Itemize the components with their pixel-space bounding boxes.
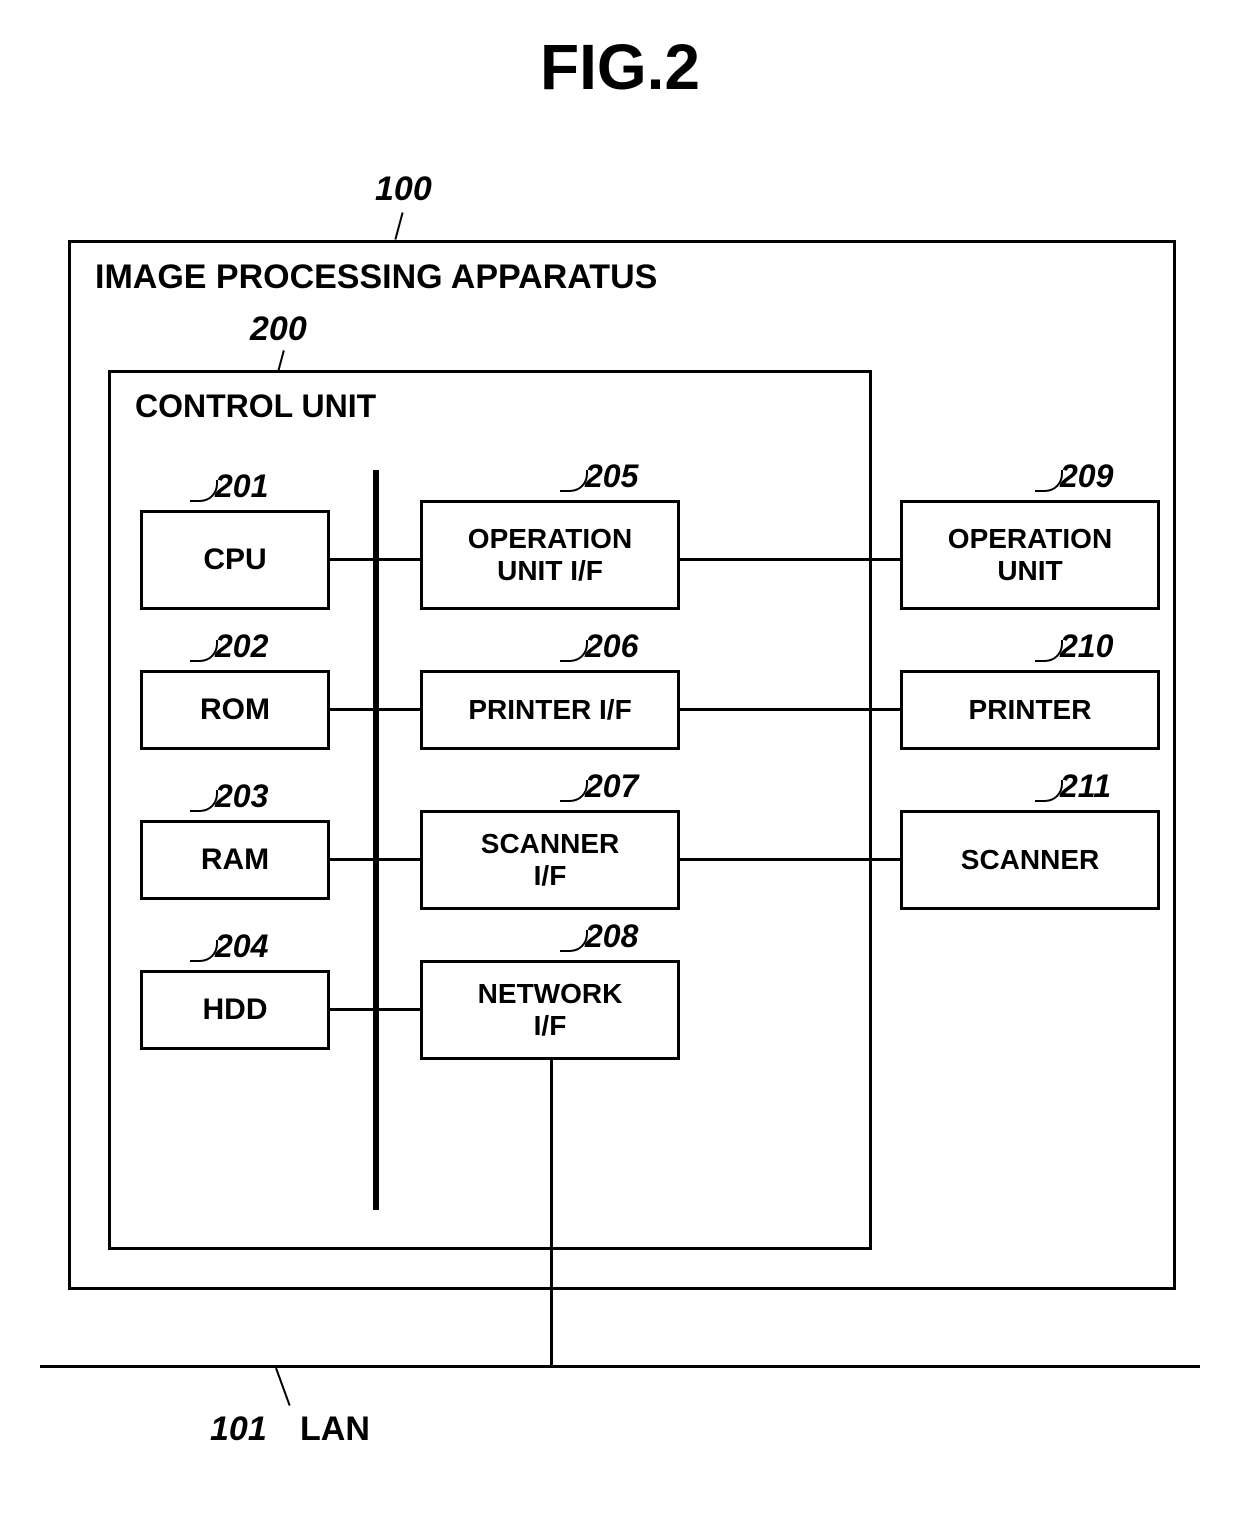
- conn-bus-printerif: [379, 708, 420, 711]
- lan-label: LAN: [300, 1410, 370, 1449]
- control-unit-label: CONTROL UNIT: [135, 388, 376, 425]
- bus-line: [373, 470, 379, 1210]
- conn-printerif-printer: [680, 708, 900, 711]
- ref-211: 211: [1060, 768, 1111, 805]
- block-printer-if: PRINTER I/F: [420, 670, 680, 750]
- block-hdd: HDD: [140, 970, 330, 1050]
- conn-bus-scannerif: [379, 858, 420, 861]
- diagram-canvas: FIG.2 100 IMAGE PROCESSING APPARATUS 200…: [0, 0, 1240, 1527]
- ref-202: 202: [215, 628, 268, 665]
- ref-200: 200: [250, 310, 307, 349]
- block-scanner-if: SCANNER I/F: [420, 810, 680, 910]
- figure-title: FIG.2: [0, 30, 1240, 104]
- conn-opif-opunit: [680, 558, 900, 561]
- ref-209: 209: [1060, 458, 1113, 495]
- ref-101: 101: [210, 1410, 267, 1449]
- conn-rom-bus: [330, 708, 375, 711]
- ref-210: 210: [1060, 628, 1113, 665]
- block-network-if: NETWORK I/F: [420, 960, 680, 1060]
- conn-scannerif-scanner: [680, 858, 900, 861]
- block-op-unit: OPERATION UNIT: [900, 500, 1160, 610]
- block-printer: PRINTER: [900, 670, 1160, 750]
- ref-203: 203: [215, 778, 268, 815]
- lan-tick: [275, 1368, 291, 1406]
- block-ram: RAM: [140, 820, 330, 900]
- lan-line: [40, 1365, 1200, 1368]
- ref-208: 208: [585, 918, 638, 955]
- ref-100: 100: [375, 170, 432, 209]
- conn-cpu-bus: [330, 558, 375, 561]
- tick-100: [394, 212, 403, 240]
- block-scanner: SCANNER: [900, 810, 1160, 910]
- conn-network-lan: [550, 1060, 553, 1365]
- conn-ram-bus: [330, 858, 375, 861]
- ref-206: 206: [585, 628, 638, 665]
- conn-hdd-bus: [330, 1008, 375, 1011]
- conn-bus-networkif: [379, 1008, 420, 1011]
- ref-205: 205: [585, 458, 638, 495]
- ref-207: 207: [585, 768, 638, 805]
- ref-204: 204: [215, 928, 268, 965]
- ref-201: 201: [215, 468, 268, 505]
- block-rom: ROM: [140, 670, 330, 750]
- block-op-if: OPERATION UNIT I/F: [420, 500, 680, 610]
- outer-label: IMAGE PROCESSING APPARATUS: [95, 258, 657, 297]
- block-cpu: CPU: [140, 510, 330, 610]
- conn-bus-opif: [379, 558, 420, 561]
